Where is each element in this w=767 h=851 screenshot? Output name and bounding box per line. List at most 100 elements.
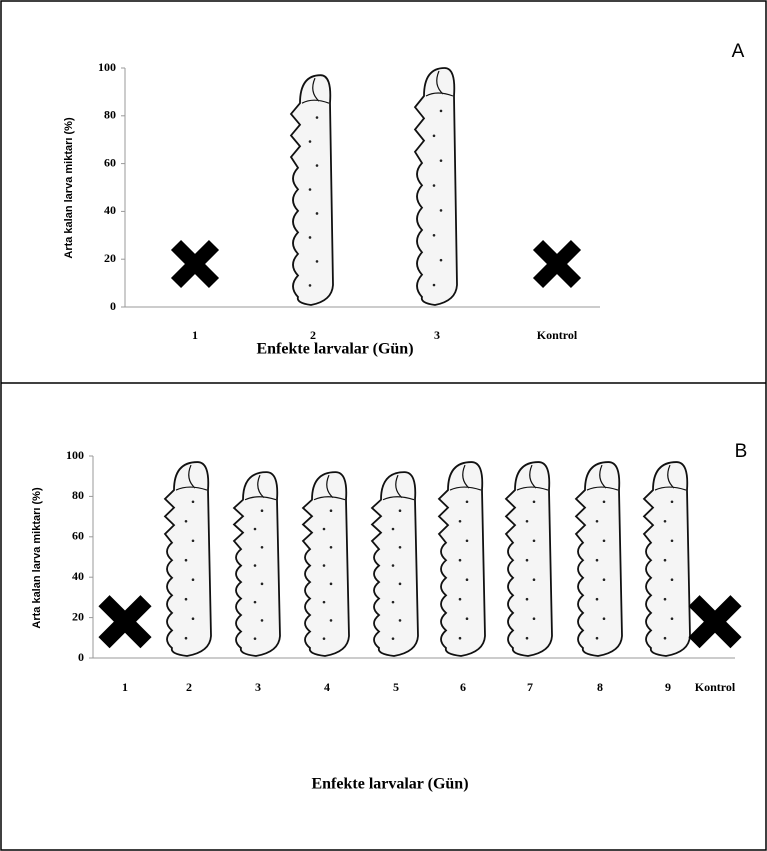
x-tick-label: 6 (460, 680, 466, 694)
larva-spot (398, 545, 402, 549)
no-larva-mark (688, 595, 742, 649)
larva-spot (525, 636, 529, 640)
panel-label: B (735, 441, 748, 462)
larva-spot (465, 500, 469, 504)
y-tick-label: 100 (66, 448, 84, 462)
larva-head (244, 474, 277, 501)
larva-spot (458, 636, 462, 640)
panel-label: A (732, 41, 745, 62)
larva-spot (253, 564, 257, 567)
larva-spot (432, 134, 436, 138)
larva-spot (391, 527, 395, 531)
larva-spot (260, 509, 264, 513)
larva-spot (602, 500, 606, 504)
x-tick-label: 8 (597, 680, 603, 694)
x-tick-label: 3 (434, 328, 440, 342)
larva-spot (595, 558, 599, 562)
larva-spot (398, 509, 402, 513)
x-tick-label: 5 (393, 680, 399, 694)
larva-spot (439, 109, 443, 113)
larva-spot (602, 539, 606, 543)
larva (574, 461, 623, 657)
larva-spot (465, 539, 469, 543)
y-tick-label: 60 (72, 529, 84, 543)
larva-spot (670, 617, 674, 621)
larva-spot (253, 637, 257, 640)
larva-spot (532, 617, 536, 621)
larva-spot (184, 636, 188, 640)
y-axis-label: Arta kalan larva miktarı (%) (63, 117, 75, 259)
larva-spot (184, 597, 188, 601)
larva-spot (315, 116, 319, 119)
larva-spot (532, 539, 536, 543)
larva-head (516, 464, 549, 491)
y-tick-label: 0 (110, 299, 116, 313)
y-tick-label: 40 (72, 569, 84, 583)
x-tick-label: 1 (192, 328, 198, 342)
larva-head (425, 70, 454, 97)
larva-spot (465, 617, 469, 621)
larva-spot (670, 578, 674, 582)
larva-spot (329, 619, 333, 622)
larva-spot (329, 545, 333, 549)
larva-spot (391, 564, 395, 567)
larva-spot (398, 582, 402, 586)
y-tick-label: 60 (104, 155, 116, 169)
y-axis-label: Arta kalan larva miktarı (%) (31, 487, 43, 629)
larva (642, 461, 691, 657)
larva-spot (439, 159, 443, 162)
y-tick-label: 80 (72, 488, 84, 502)
larva-spot (308, 140, 312, 143)
larva-spot (663, 636, 667, 640)
larva-spot (602, 617, 606, 621)
no-larva-mark (170, 239, 220, 289)
larva (163, 461, 212, 657)
larva-spot (260, 619, 264, 622)
larva (301, 471, 350, 657)
larva-spot (439, 209, 443, 212)
larva (370, 471, 419, 657)
larva-spot (595, 519, 599, 523)
larva-spot (191, 617, 195, 621)
larva (232, 471, 281, 657)
larva-spot (532, 578, 536, 582)
x-tick-label: Kontrol (695, 680, 736, 694)
larva-spot (439, 258, 443, 262)
larva-spot (253, 600, 257, 604)
x-tick-label: Kontrol (537, 328, 578, 342)
x-tick-label: 9 (665, 680, 671, 694)
x-tick-label: 3 (255, 680, 261, 694)
larva-head (301, 77, 330, 104)
larva-spot (260, 545, 264, 549)
larva-spot (260, 582, 264, 586)
larva-spot (329, 582, 333, 586)
larva-spot (191, 578, 195, 582)
larva-spot (391, 600, 395, 604)
larva-spot (391, 637, 395, 640)
y-tick-label: 100 (98, 60, 116, 74)
larva-spot (525, 558, 529, 562)
larva-spot (458, 519, 462, 523)
y-tick-label: 80 (104, 108, 116, 122)
larva (504, 461, 553, 657)
larva-spot (315, 260, 319, 263)
x-axis-label: Enfekte larvalar (Gün) (311, 776, 468, 793)
larva-spot (595, 597, 599, 601)
larva-spot (663, 558, 667, 562)
x-axis-label: Enfekte larvalar (Gün) (256, 341, 413, 358)
larva-spot (191, 539, 195, 543)
larva-spot (308, 284, 312, 287)
larva-spot (432, 184, 436, 187)
larva (289, 74, 334, 306)
larva-spot (458, 558, 462, 562)
no-larva-mark (98, 595, 152, 649)
larva-spot (184, 558, 188, 562)
y-tick-label: 0 (78, 650, 84, 664)
larva-spot (322, 637, 326, 640)
larva-spot (322, 600, 326, 604)
larva-head (449, 464, 482, 491)
larva (413, 67, 458, 306)
larva-spot (525, 597, 529, 601)
